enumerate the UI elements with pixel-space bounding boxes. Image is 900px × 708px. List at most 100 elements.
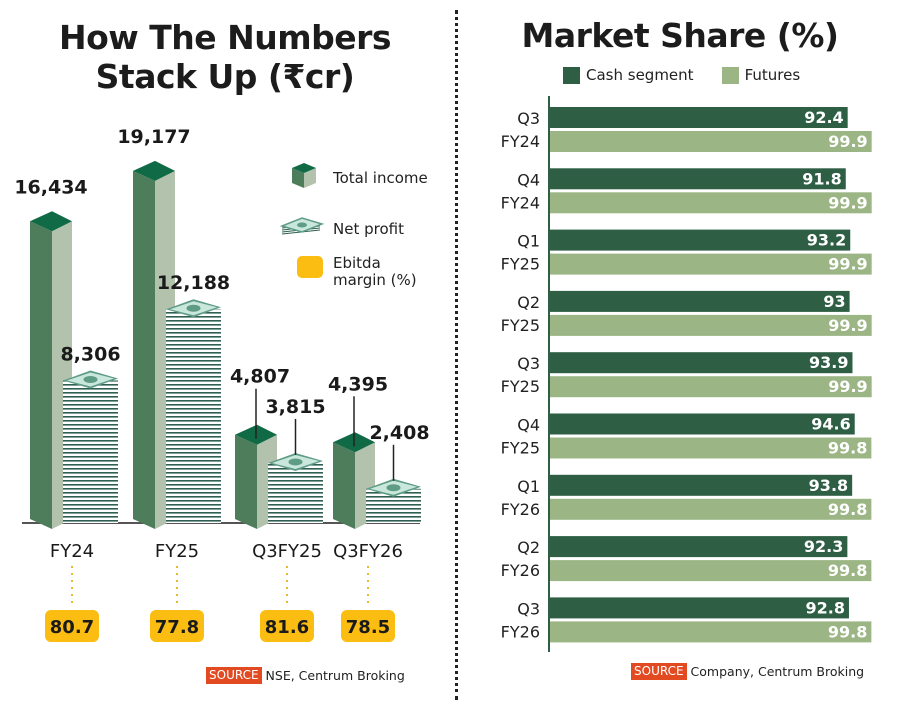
cash-segment-value: 93.8	[809, 476, 848, 495]
banknote-emblem	[288, 458, 303, 466]
net-profit-stack	[63, 380, 118, 523]
total-income-bar-top	[133, 160, 175, 181]
total-income-bar-front	[30, 221, 52, 529]
total-income-label: 16,434	[14, 176, 87, 198]
net-profit-label: 2,408	[369, 422, 429, 444]
futures-bar	[550, 560, 872, 582]
legend-label-total-income: Total income	[332, 169, 428, 187]
category-label-quarter: Q3	[517, 109, 540, 128]
cash-segment-bar	[550, 536, 848, 558]
cash-segment-bar	[550, 290, 850, 312]
right-source: SOURCE Company, Centrum Broking	[631, 663, 864, 680]
ebitda-value: 81.6	[265, 617, 309, 638]
banknote-emblem	[83, 375, 98, 383]
cash-segment-bar	[550, 229, 851, 251]
total-income-label: 4,807	[230, 366, 290, 388]
futures-bar	[550, 376, 872, 398]
net-profit-label: 3,815	[265, 396, 325, 418]
futures-value: 99.8	[828, 561, 867, 580]
ebitda-badge	[341, 610, 395, 642]
ebitda-value: 78.5	[346, 617, 390, 638]
net-profit-stack	[166, 309, 221, 523]
left-title-line-1: How The Numbers	[58, 18, 392, 57]
left-chart: 16,434 8,306 FY24 80.7 19,177 12,188 FY25 77.8 4…	[14, 126, 430, 642]
category-label-year: FY26	[501, 561, 540, 580]
category-label-quarter: Q2	[517, 293, 540, 312]
total-income-bar-front	[333, 442, 355, 529]
category-label-year: FY25	[501, 439, 540, 458]
futures-value: 99.9	[828, 132, 867, 151]
futures-value: 99.9	[828, 255, 867, 274]
source-tag: SOURCE	[631, 663, 687, 680]
futures-bar	[550, 192, 872, 214]
cash-segment-bar	[550, 352, 853, 374]
category-label-quarter: Q3	[517, 354, 540, 373]
category-label: FY24	[50, 541, 94, 562]
source-tag: SOURCE	[206, 667, 262, 684]
ebitda-swatch-icon	[297, 256, 323, 278]
banknote-emblem	[386, 484, 401, 492]
category-label-quarter: Q3	[517, 599, 540, 618]
legend-item-futures: Futures	[721, 66, 800, 84]
cash-swatch	[563, 66, 580, 84]
futures-bar	[550, 314, 872, 336]
net-profit-label: 12,188	[157, 272, 230, 294]
category-label-quarter: Q4	[517, 416, 540, 435]
category-label-quarter: Q1	[517, 477, 540, 496]
category-label-quarter: Q2	[517, 538, 540, 557]
category-label-quarter: Q1	[517, 232, 540, 251]
money-icon-emblem	[297, 222, 307, 228]
cash-segment-value: 91.8	[802, 169, 841, 188]
category-label: Q3FY26	[333, 541, 403, 562]
ebitda-value: 77.8	[155, 617, 199, 638]
cash-segment-value: 94.6	[811, 415, 850, 434]
total-income-label: 4,395	[328, 373, 388, 395]
legend-label-cash: Cash segment	[586, 66, 694, 84]
futures-value: 99.9	[828, 377, 867, 396]
category-label-year: FY26	[501, 500, 540, 519]
cash-segment-bar	[550, 107, 848, 128]
futures-bar	[550, 437, 872, 459]
futures-value: 99.9	[828, 193, 867, 212]
cube-icon-front	[292, 168, 304, 188]
category-label: FY25	[155, 541, 199, 562]
legend-label-net-profit: Net profit	[333, 220, 404, 238]
ebitda-badge	[260, 610, 314, 642]
category-label-year: FY25	[501, 316, 540, 335]
source-text: NSE, Centrum Broking	[265, 668, 405, 683]
category-label-quarter: Q4	[517, 170, 540, 189]
cash-segment-value: 92.3	[804, 537, 843, 556]
ebitda-value: 80.7	[50, 617, 94, 638]
banknote-emblem	[186, 304, 201, 312]
total-income-label: 19,177	[117, 126, 190, 148]
cash-segment-bar	[550, 413, 855, 435]
cash-segment-value: 92.8	[805, 598, 844, 617]
legend-label-ebitda: Ebitda	[333, 254, 381, 272]
category-label-year: FY24	[501, 193, 540, 212]
futures-bar	[550, 131, 872, 152]
left-title-line-2: Stack Up (₹cr)	[95, 57, 355, 96]
right-legend: Cash segment Futures	[563, 66, 828, 84]
futures-bar	[550, 253, 872, 275]
futures-value: 99.8	[828, 500, 867, 519]
futures-value: 99.8	[828, 439, 867, 458]
futures-bar	[550, 621, 872, 643]
category-label-year: FY26	[501, 622, 540, 641]
cash-segment-value: 93.2	[807, 231, 846, 250]
futures-value: 99.9	[828, 316, 867, 335]
source-text: Company, Centrum Broking	[690, 664, 865, 679]
net-profit-stack	[268, 462, 323, 523]
ebitda-badge	[150, 610, 204, 642]
net-profit-label: 8,306	[60, 343, 120, 365]
total-income-bar-top	[30, 211, 72, 232]
left-source: SOURCE NSE, Centrum Broking	[206, 667, 405, 684]
legend-item-cash: Cash segment	[563, 66, 694, 84]
total-income-bar-front	[133, 170, 155, 529]
cash-segment-value: 92.4	[804, 108, 843, 127]
category-label-year: FY24	[501, 132, 540, 151]
ebitda-badge	[45, 610, 99, 642]
futures-bar	[550, 498, 872, 520]
legend-label-ebitda: margin (%)	[333, 271, 417, 289]
left-chart-title: How The Numbers Stack Up (₹cr)	[20, 18, 430, 96]
cash-segment-bar	[550, 168, 846, 190]
